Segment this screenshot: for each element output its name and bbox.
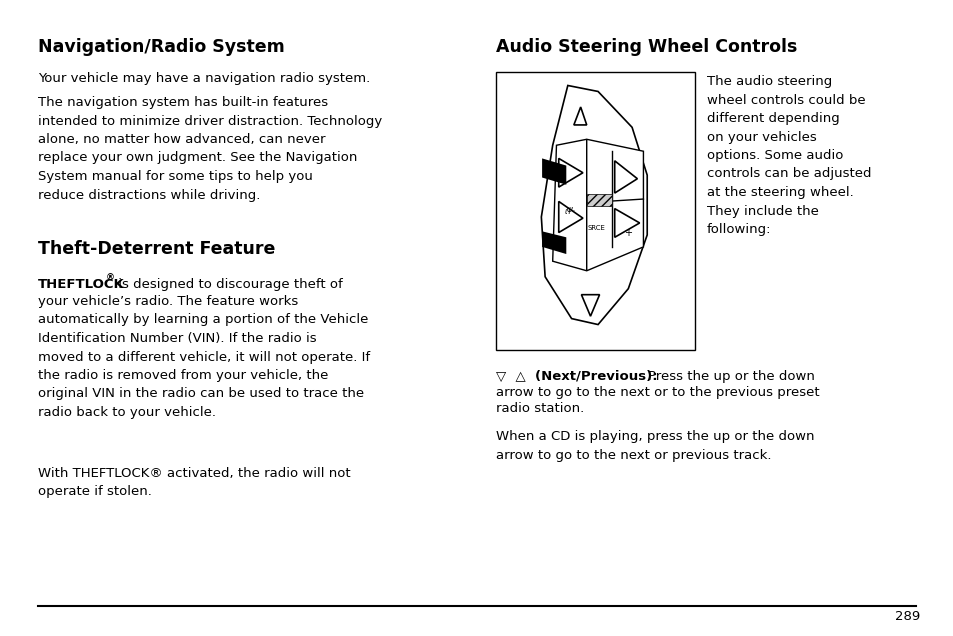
- Text: arrow to go to the next or to the previous preset: arrow to go to the next or to the previo…: [496, 386, 819, 399]
- Bar: [496, 72, 695, 350]
- Text: 289: 289: [894, 610, 919, 623]
- Text: With THEFTLOCK® activated, the radio will not
operate if stolen.: With THEFTLOCK® activated, the radio wil…: [38, 467, 351, 499]
- Text: Theft-Deterrent Feature: Theft-Deterrent Feature: [38, 240, 275, 258]
- Polygon shape: [580, 294, 598, 316]
- Polygon shape: [552, 139, 586, 271]
- Text: Your vehicle may have a navigation radio system.: Your vehicle may have a navigation radio…: [38, 72, 370, 85]
- Text: +: +: [623, 228, 632, 237]
- Text: THEFTLOCK: THEFTLOCK: [38, 278, 125, 291]
- Polygon shape: [558, 158, 582, 187]
- Text: is designed to discourage theft of: is designed to discourage theft of: [113, 278, 342, 291]
- Text: Press the up or the down: Press the up or the down: [647, 370, 814, 383]
- Text: When a CD is playing, press the up or the down
arrow to go to the next or previo: When a CD is playing, press the up or th…: [496, 430, 814, 462]
- Text: your vehicle’s radio. The feature works
automatically by learning a portion of t: your vehicle’s radio. The feature works …: [38, 295, 370, 419]
- Polygon shape: [586, 139, 642, 271]
- Text: ιΨ·: ιΨ·: [564, 207, 575, 216]
- Text: Audio Steering Wheel Controls: Audio Steering Wheel Controls: [496, 38, 797, 56]
- Polygon shape: [541, 158, 566, 184]
- Text: radio station.: radio station.: [496, 402, 583, 415]
- Polygon shape: [541, 232, 566, 254]
- Polygon shape: [586, 194, 611, 206]
- Polygon shape: [614, 161, 637, 193]
- Polygon shape: [558, 202, 582, 233]
- Text: Navigation/Radio System: Navigation/Radio System: [38, 38, 284, 56]
- Polygon shape: [540, 85, 646, 324]
- Polygon shape: [574, 107, 586, 125]
- Text: ®: ®: [106, 274, 115, 283]
- Text: SRCE: SRCE: [587, 225, 605, 231]
- Polygon shape: [614, 209, 639, 237]
- Text: The navigation system has built-in features
intended to minimize driver distract: The navigation system has built-in featu…: [38, 96, 382, 202]
- Text: The audio steering
wheel controls could be
different depending
on your vehicles
: The audio steering wheel controls could …: [706, 75, 871, 236]
- Text: ▽  △  (Next/Previous):: ▽ △ (Next/Previous):: [496, 370, 657, 383]
